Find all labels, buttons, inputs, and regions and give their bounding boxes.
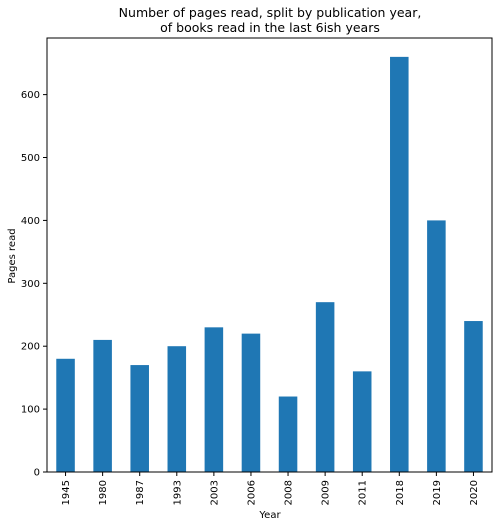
- x-tick-label-2020: 2020: [469, 480, 480, 505]
- bars-group: [56, 57, 482, 472]
- x-tick-label-1987: 1987: [135, 480, 146, 505]
- plot-frame: [47, 38, 492, 472]
- bar-1980: [93, 340, 112, 472]
- bar-2006: [242, 334, 261, 472]
- y-tick-label: 500: [21, 153, 40, 164]
- bar-2018: [390, 57, 409, 472]
- x-tick-label-1993: 1993: [172, 480, 183, 505]
- chart-title-line-2: of books read in the last 6ish years: [160, 20, 380, 35]
- y-tick-label: 100: [21, 405, 40, 416]
- bar-2011: [353, 371, 372, 472]
- bar-1993: [168, 346, 187, 472]
- x-tick-label-2019: 2019: [432, 480, 443, 505]
- x-tick-label-2003: 2003: [209, 480, 220, 505]
- x-tick-label-1945: 1945: [61, 480, 72, 505]
- x-tick-label-1980: 1980: [98, 480, 109, 505]
- chart-title-line-1: Number of pages read, split by publicati…: [119, 5, 422, 20]
- y-tick-label: 200: [21, 342, 40, 353]
- x-axis-label: Year: [258, 510, 281, 521]
- y-tick-label: 600: [21, 90, 40, 101]
- bar-2019: [427, 220, 446, 472]
- bar-1945: [56, 359, 75, 472]
- y-axis-label: Pages read: [7, 228, 18, 283]
- x-tick-label-2006: 2006: [246, 480, 257, 505]
- bar-1987: [130, 365, 149, 472]
- bar-2003: [205, 327, 224, 472]
- bar-2009: [316, 302, 335, 472]
- x-tick-label-2008: 2008: [284, 480, 295, 505]
- x-axis: 1945 1980 1987 1993 2003 2006 2008 2009 2011 2018…: [61, 472, 480, 505]
- x-tick-label-2018: 2018: [395, 480, 406, 505]
- y-tick-label: 0: [34, 468, 40, 479]
- bar-2020: [464, 321, 483, 472]
- y-tick-label: 400: [21, 216, 40, 227]
- y-axis: 0 100 200 300 400 500 600: [21, 90, 47, 478]
- x-tick-label-2009: 2009: [321, 480, 332, 505]
- bar-2008: [279, 397, 298, 472]
- x-tick-label-2011: 2011: [358, 480, 369, 505]
- y-tick-label: 300: [21, 279, 40, 290]
